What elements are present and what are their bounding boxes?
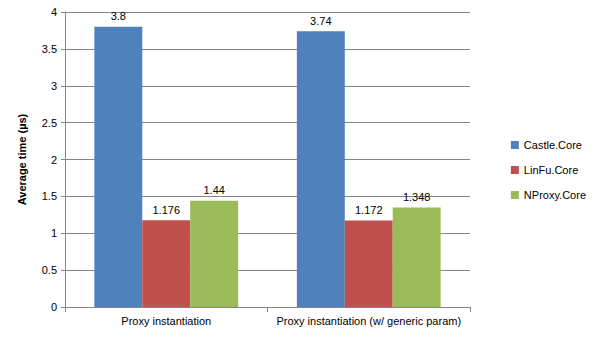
svg-text:LinFu.Core: LinFu.Core [524, 164, 578, 176]
svg-text:Proxy instantiation: Proxy instantiation [121, 315, 211, 327]
svg-text:NProxy.Core: NProxy.Core [524, 189, 586, 201]
svg-text:0.5: 0.5 [42, 264, 57, 276]
svg-text:0: 0 [51, 301, 57, 313]
svg-text:2.5: 2.5 [42, 117, 57, 129]
svg-text:1.44: 1.44 [203, 184, 224, 196]
svg-text:3.74: 3.74 [310, 15, 331, 27]
svg-text:3: 3 [51, 80, 57, 92]
svg-text:1.172: 1.172 [355, 204, 383, 216]
svg-text:3.8: 3.8 [111, 10, 126, 22]
svg-text:1: 1 [51, 227, 57, 239]
svg-text:3.5: 3.5 [42, 43, 57, 55]
svg-text:1.348: 1.348 [403, 191, 431, 203]
svg-text:1.5: 1.5 [42, 190, 57, 202]
svg-text:Proxy instantiation (w/ generi: Proxy instantiation (w/ generic param) [276, 315, 461, 327]
svg-text:2: 2 [51, 154, 57, 166]
svg-text:4: 4 [51, 6, 57, 18]
svg-text:1.176: 1.176 [152, 204, 180, 216]
svg-text:Average time (µs): Average time (µs) [16, 113, 28, 205]
svg-text:Castle.Core: Castle.Core [524, 139, 582, 151]
